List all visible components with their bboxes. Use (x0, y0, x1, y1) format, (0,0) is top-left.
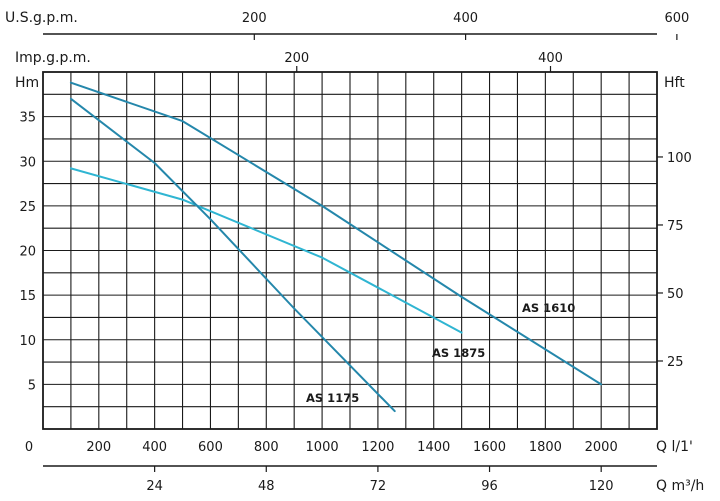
y-right-tick-label: 50 (667, 287, 684, 302)
bottom-axis-tick-label: 48 (258, 479, 275, 494)
x-tick-label: 2000 (585, 440, 618, 455)
x-tick-label: 0 (25, 440, 33, 455)
y-left-tick-label: 25 (19, 200, 36, 215)
series-line-as-1875 (69, 167, 463, 334)
x-tick-label: 1800 (529, 440, 562, 455)
x-tick-label: 800 (254, 440, 279, 455)
top-axis-1-label: U.S.g.p.m. (5, 10, 78, 26)
bottom-axis-label: Q m³/h (656, 478, 704, 494)
axis-ticks: 0 200 400 600 800 1000 1200 1400 1600 1800 2000 5 10… (19, 11, 691, 494)
x-tick-label: 1200 (361, 440, 394, 455)
y-right-tick-label: 25 (667, 355, 684, 370)
axis-frame (42, 33, 658, 467)
series-line-as-1610 (69, 81, 603, 386)
y-right-axis-label: Hft (664, 75, 685, 91)
series-label-as-1175: AS 1175 (306, 391, 359, 405)
grid (43, 72, 657, 429)
top-axis-2-label: Imp.g.p.m. (15, 50, 91, 66)
y-right-tick-label: 75 (667, 219, 684, 234)
y-left-axis-label: Hm (15, 75, 39, 91)
x-axis-label: Q l/1' (656, 439, 693, 455)
top-axis-1-tick-label: 400 (453, 11, 478, 26)
bottom-axis-tick-label: 24 (146, 479, 163, 494)
y-left-tick-label: 15 (19, 289, 36, 304)
x-tick-label: 1600 (473, 440, 506, 455)
x-tick-label: 600 (198, 440, 223, 455)
series-layer: AS 1610 AS 1875 AS 1175 (69, 81, 603, 413)
bottom-axis-tick-label: 120 (589, 479, 614, 494)
y-right-tick-label: 100 (667, 151, 692, 166)
bottom-axis-tick-label: 72 (370, 479, 387, 494)
y-left-tick-label: 30 (19, 155, 36, 170)
x-tick-label: 400 (142, 440, 167, 455)
top-axis-2-tick-label: 200 (284, 51, 309, 66)
x-tick-label: 1000 (306, 440, 339, 455)
top-axis-1-tick-label: 600 (664, 11, 689, 26)
series-label-as-1875: AS 1875 (432, 346, 485, 360)
plot-border (42, 71, 658, 430)
x-tick-label: 200 (86, 440, 111, 455)
y-left-tick-label: 20 (19, 245, 36, 260)
x-tick-label: 1400 (417, 440, 450, 455)
series-line-as-1175 (69, 97, 396, 413)
y-left-tick-label: 10 (19, 334, 36, 349)
y-left-tick-label: 5 (28, 378, 36, 393)
series-label-as-1610: AS 1610 (522, 301, 575, 315)
top-axis-1-tick-label: 200 (242, 11, 267, 26)
top-axis-2-tick-label: 400 (538, 51, 563, 66)
bottom-axis-tick-label: 96 (481, 479, 498, 494)
y-left-tick-label: 35 (19, 111, 36, 126)
